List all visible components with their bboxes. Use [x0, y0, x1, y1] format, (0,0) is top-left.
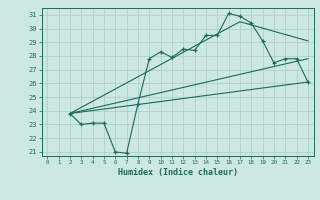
X-axis label: Humidex (Indice chaleur): Humidex (Indice chaleur): [118, 168, 237, 177]
